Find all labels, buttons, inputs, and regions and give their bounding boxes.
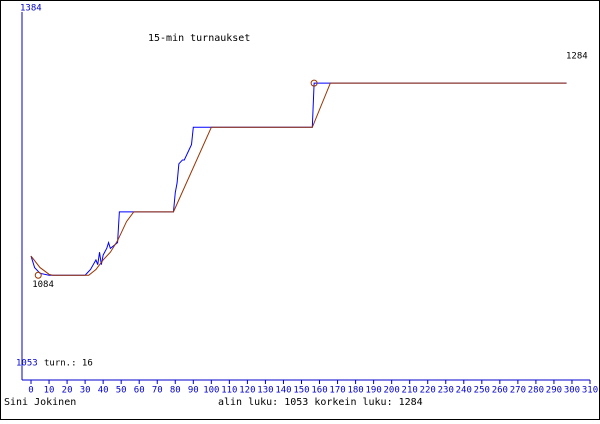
x-tick-label: 80 xyxy=(170,386,181,396)
x-tick-label: 10 xyxy=(44,386,55,396)
x-tick-label: 170 xyxy=(329,386,345,396)
x-tick-label: 210 xyxy=(402,386,418,396)
x-tick-label: 90 xyxy=(188,386,199,396)
bottom-label: 1053 xyxy=(16,359,38,369)
x-tick-label: 300 xyxy=(564,386,580,396)
x-tick-label: 190 xyxy=(365,386,381,396)
count-label: turn.: 16 xyxy=(44,359,93,369)
annotation-marker xyxy=(34,271,42,279)
x-tick-label: 280 xyxy=(528,386,544,396)
x-tick-label: 40 xyxy=(98,386,109,396)
x-tick-label: 120 xyxy=(239,386,255,396)
x-tick-label: 110 xyxy=(221,386,237,396)
footer-center: alin luku: 1053 korkein luku: 1284 xyxy=(218,397,423,408)
x-tick-label: 240 xyxy=(456,386,472,396)
x-tick-label: 70 xyxy=(152,386,163,396)
x-tick-label: 260 xyxy=(492,386,508,396)
x-tick-label: 50 xyxy=(116,386,127,396)
x-tick-label: 130 xyxy=(257,386,273,396)
footer-left: Sini Jokinen xyxy=(4,397,76,408)
x-tick-label: 200 xyxy=(384,386,400,396)
x-tick-label: 20 xyxy=(62,386,73,396)
x-tick-label: 310 xyxy=(582,386,598,396)
annotation-marker xyxy=(310,79,318,87)
x-tick-label: 220 xyxy=(420,386,436,396)
x-tick-label: 60 xyxy=(134,386,145,396)
x-tick-label: 140 xyxy=(275,386,291,396)
x-tick-label: 150 xyxy=(293,386,309,396)
x-tick-label: 180 xyxy=(347,386,363,396)
x-tick-label: 230 xyxy=(438,386,454,396)
chart-title: 15-min turnaukset xyxy=(148,33,250,44)
x-tick-label: 160 xyxy=(311,386,327,396)
x-tick-label: 100 xyxy=(203,386,219,396)
series-line xyxy=(30,82,567,276)
top-label: 1384 xyxy=(20,4,42,14)
x-tick-label: 290 xyxy=(546,386,562,396)
x-tick-label: 0 xyxy=(28,386,33,396)
x-tick-label: 250 xyxy=(474,386,490,396)
x-tick-label: 270 xyxy=(510,386,526,396)
annotation-label: 1084 xyxy=(32,280,54,290)
x-tick-label: 30 xyxy=(80,386,91,396)
series-line xyxy=(30,82,567,276)
annotation-label: 1284 xyxy=(566,52,588,62)
